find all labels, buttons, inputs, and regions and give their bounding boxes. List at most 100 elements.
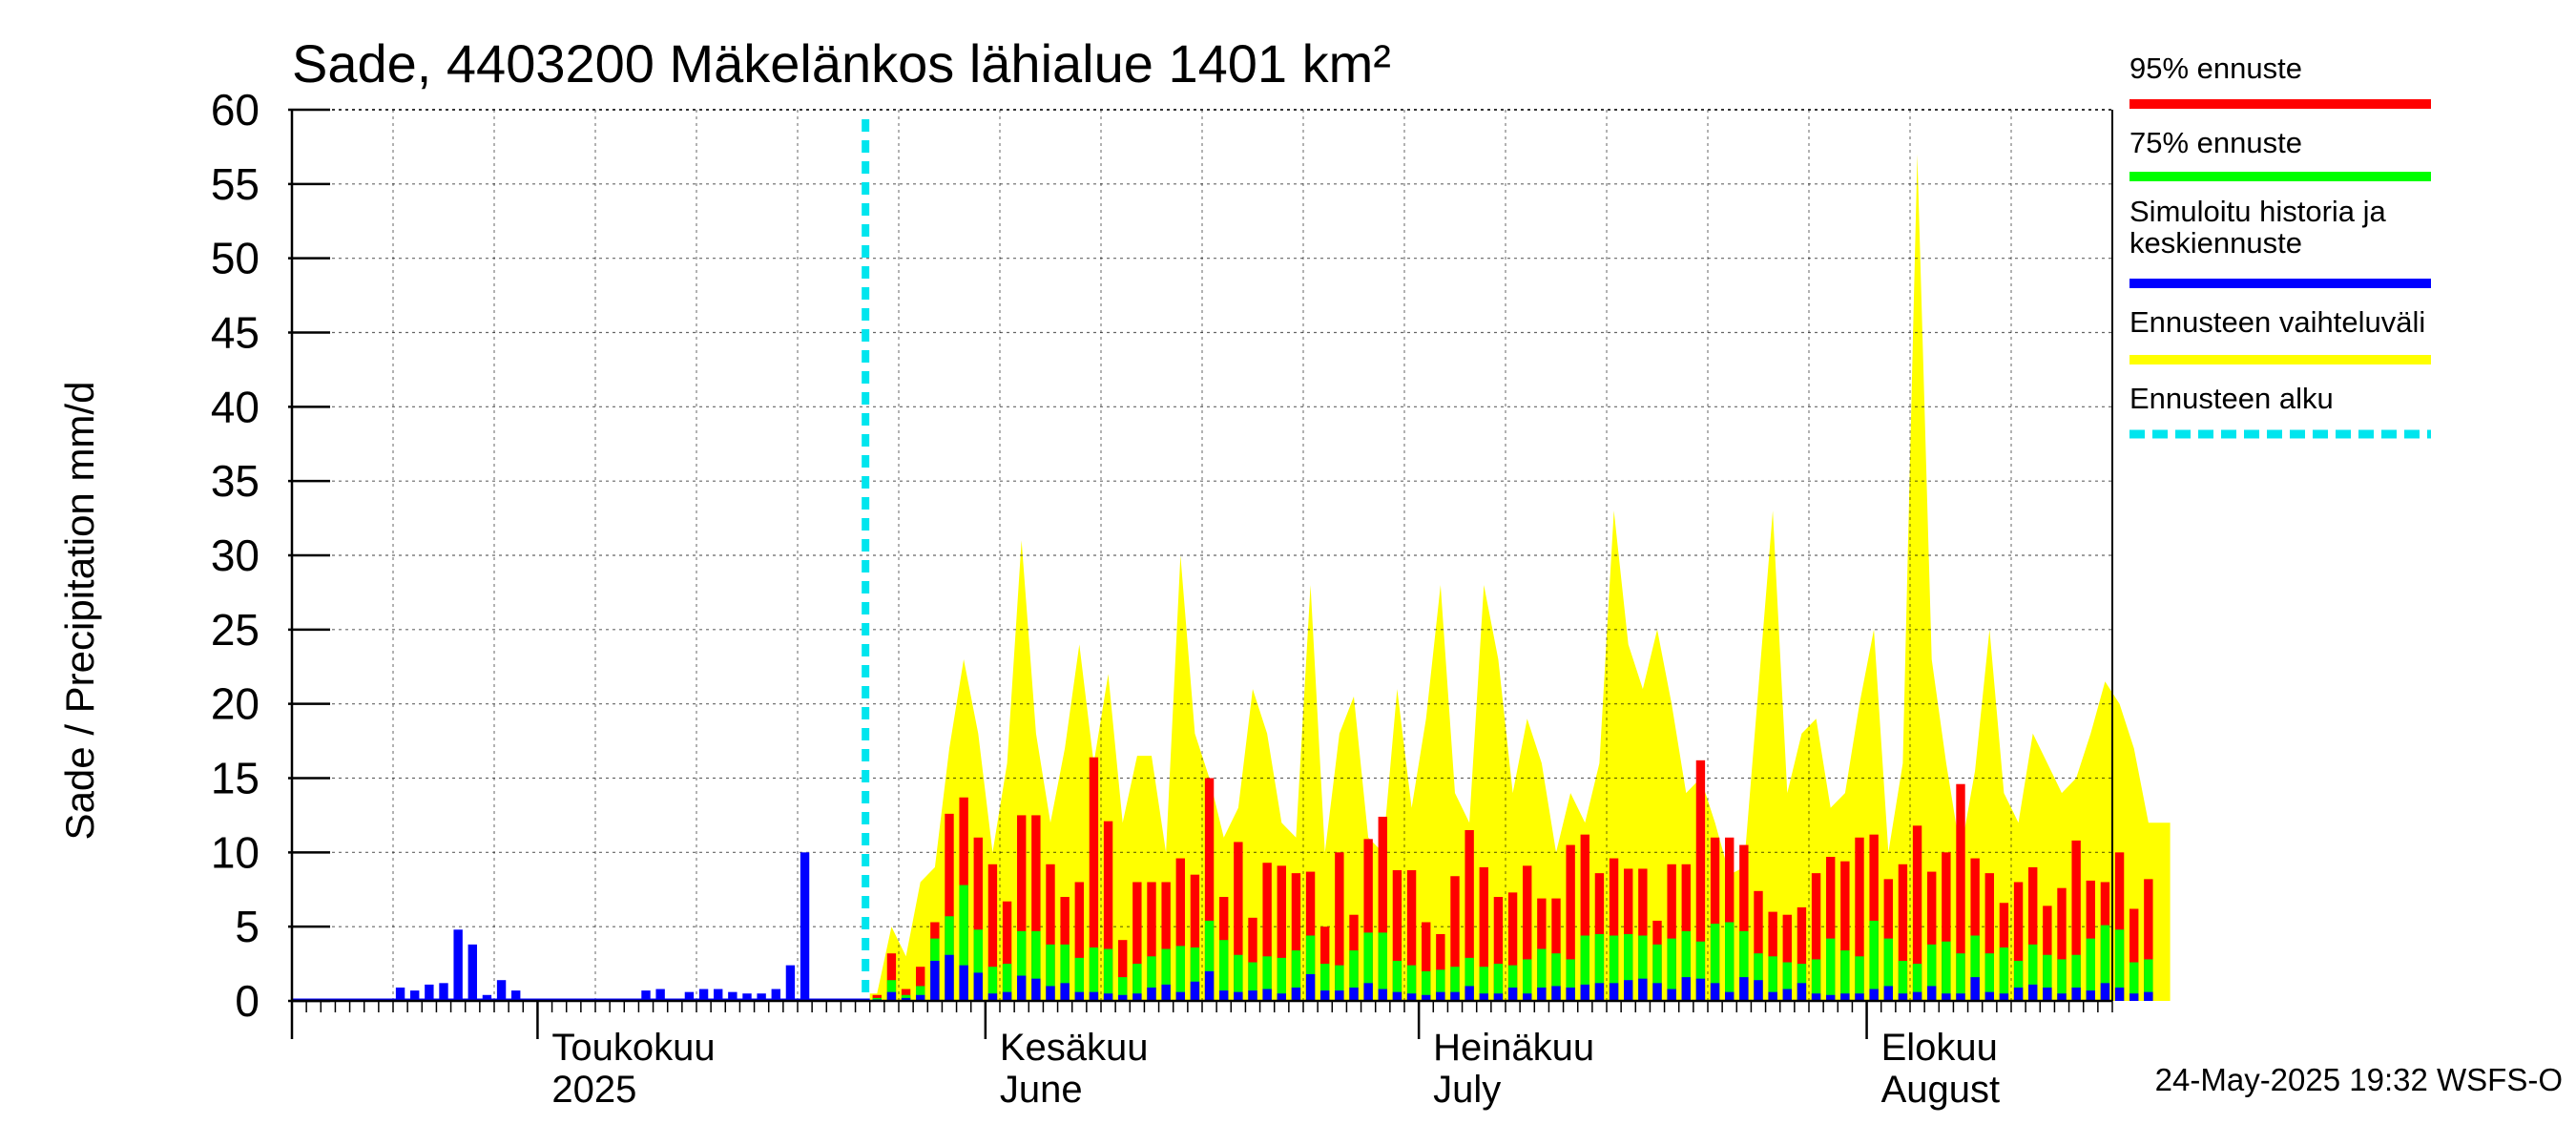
forecast-75-bar — [1883, 938, 1893, 1001]
forecast-mean-bar — [1883, 986, 1893, 1001]
forecast-95-bar — [916, 967, 925, 1001]
history-bar — [425, 984, 434, 1001]
y-tick-label: 35 — [211, 456, 260, 506]
forecast-75-bar — [1797, 964, 1807, 1001]
forecast-75-bar — [1782, 962, 1792, 1001]
y-axis-label: Sade / Precipitation mm/d — [57, 382, 102, 841]
history-bar — [757, 993, 766, 1001]
forecast-75-bar — [1537, 948, 1547, 1001]
forecast-75-bar — [1551, 953, 1561, 1001]
forecast-75-bar — [1523, 959, 1532, 1001]
history-bar — [439, 983, 448, 1001]
forecast-95-bar — [1710, 837, 1720, 1001]
forecast-mean-bar — [2129, 993, 2139, 1001]
forecast-mean-bar — [1811, 993, 1821, 1001]
history-bar — [410, 990, 420, 1001]
forecast-95-bar — [1638, 868, 1648, 1001]
forecast-75-bar — [1566, 959, 1575, 1001]
forecast-95-bar — [1551, 898, 1561, 1001]
forecast-95-bar — [1248, 917, 1257, 1001]
forecast-mean-bar — [1667, 989, 1676, 1001]
forecast-75-bar — [1840, 950, 1850, 1001]
x-month-label-en: June — [1000, 1069, 1083, 1111]
forecast-75-bar — [1898, 960, 1908, 1001]
forecast-mean-bar — [901, 997, 911, 1001]
forecast-95-bar — [1074, 882, 1084, 1001]
forecast-75-bar — [2100, 925, 2110, 1001]
forecast-95-bar — [1956, 783, 1965, 1001]
forecast-mean-bar — [1103, 993, 1113, 1001]
forecast-mean-bar — [1031, 978, 1041, 1001]
forecast-mean-bar — [2043, 987, 2052, 1001]
x-month-label-en: August — [1881, 1069, 2001, 1111]
history-bar — [698, 989, 709, 1001]
forecast-mean-bar — [1523, 993, 1532, 1001]
forecast-95-bar — [1942, 852, 1951, 1001]
forecast-mean-bar — [1855, 993, 1864, 1001]
forecast-mean-bar — [1580, 984, 1589, 1001]
forecast-mean-bar — [1175, 991, 1185, 1001]
forecast-95-bar — [1406, 870, 1417, 1001]
forecast-75-bar — [1349, 950, 1359, 1001]
forecast-mean-bar — [2086, 990, 2095, 1001]
forecast-95-bar — [1927, 871, 1937, 1001]
forecast-75-bar — [2114, 929, 2125, 1001]
forecast-75-bar — [1335, 965, 1344, 1001]
y-tick-label: 60 — [211, 85, 260, 135]
forecast-75-bar — [1956, 953, 1965, 1001]
x-month-label-fi: Kesäkuu — [1000, 1027, 1149, 1069]
forecast-75-bar — [1667, 938, 1676, 1001]
y-tick-label: 45 — [211, 308, 260, 358]
forecast-mean-bar — [886, 991, 897, 1001]
history-bar — [785, 965, 796, 1001]
y-tick-label: 40 — [211, 382, 260, 431]
x-month-label-en: July — [1433, 1069, 1501, 1111]
forecast-75-bar — [2144, 959, 2153, 1001]
axis-layer: 051015202530354045505560Toukokuu2025Kesä… — [211, 85, 2113, 1111]
forecast-75-bar — [1638, 935, 1648, 1001]
forecast-75-bar — [1725, 922, 1735, 1001]
forecast-95-bar — [1493, 897, 1504, 1001]
forecast-75-bar — [1493, 964, 1504, 1001]
forecast-mean-bar — [1826, 994, 1836, 1001]
history-bar — [684, 991, 695, 1001]
forecast-mean-bar — [1089, 991, 1099, 1001]
forecast-mean-bar — [2013, 987, 2024, 1001]
forecast-95-bar — [1118, 940, 1128, 1001]
history-bar — [655, 989, 665, 1001]
forecast-mean-bar — [1161, 984, 1171, 1001]
x-month-label-fi: Heinäkuu — [1433, 1027, 1594, 1069]
forecast-95-bar — [1436, 933, 1445, 1001]
forecast-95-bar — [1782, 914, 1792, 1001]
y-tick-label: 55 — [211, 159, 260, 209]
forecast-95-bar — [2114, 852, 2125, 1001]
forecast-75-bar — [1291, 950, 1301, 1001]
forecast-95-bar — [1031, 815, 1041, 1001]
forecast-95-bar — [1667, 864, 1676, 1001]
forecast-95-bar — [1840, 861, 1850, 1001]
forecast-75-bar — [1002, 964, 1012, 1001]
forecast-75-bar — [1031, 930, 1041, 1001]
forecast-75-bar — [1046, 944, 1055, 1001]
forecast-75-bar — [1768, 956, 1777, 1001]
legend-label: Ennusteen alku — [2129, 382, 2334, 415]
forecast-75-bar — [1710, 924, 1720, 1001]
forecast-75-bar — [1681, 930, 1691, 1001]
forecast-75-bar — [1695, 941, 1706, 1001]
forecast-75-bar — [1811, 959, 1821, 1001]
forecast-75-bar — [1219, 940, 1229, 1001]
forecast-95-bar — [1970, 858, 1980, 1001]
forecast-95-bar — [987, 864, 998, 1001]
forecast-mean-bar — [916, 994, 925, 1001]
forecast-mean-bar — [1406, 993, 1417, 1001]
forecast-mean-bar — [1537, 987, 1547, 1001]
forecast-95-bar — [1797, 906, 1807, 1001]
forecast-95-bar — [1262, 863, 1272, 1001]
forecast-mean-bar — [1204, 970, 1215, 1001]
forecast-mean-bar — [2114, 987, 2125, 1001]
forecast-75-bar — [1234, 954, 1243, 1001]
forecast-75-bar — [1927, 944, 1937, 1001]
forecast-mean-bar — [1450, 991, 1460, 1001]
forecast-95-bar — [1898, 864, 1908, 1001]
forecast-mean-bar — [1262, 989, 1272, 1001]
